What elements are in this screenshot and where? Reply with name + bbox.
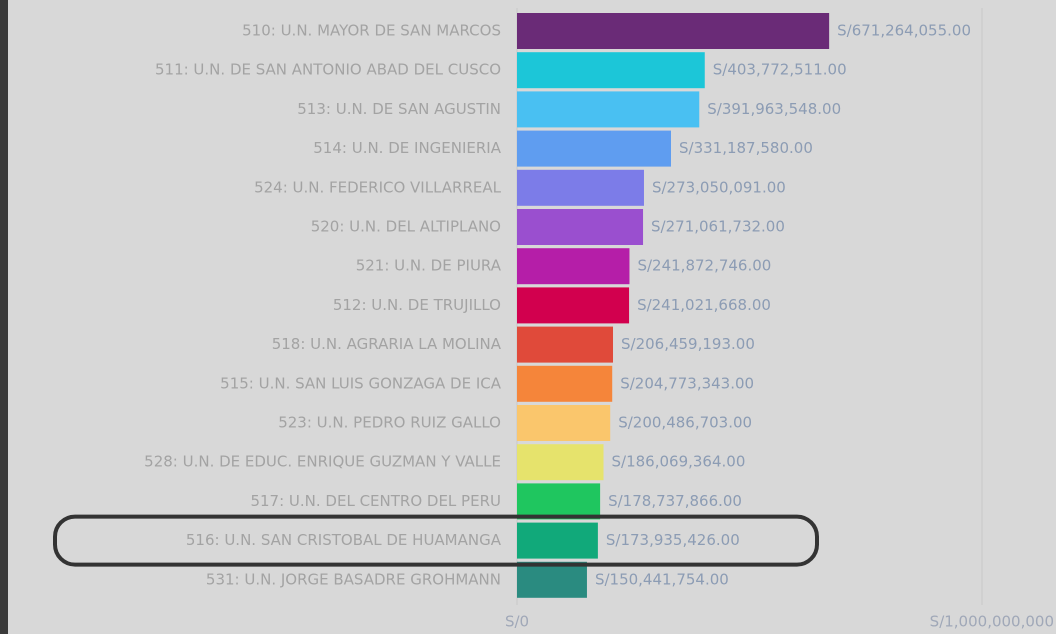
bar xyxy=(517,13,830,49)
bar xyxy=(517,405,611,441)
bar xyxy=(517,483,601,520)
bar xyxy=(517,52,705,89)
category-label: 524: U.N. FEDERICO VILLARREAL xyxy=(254,178,502,196)
bar xyxy=(517,130,672,167)
highlight-outline xyxy=(53,514,819,567)
category-label: 514: U.N. DE INGENIERIA xyxy=(313,139,501,157)
category-label: 523: U.N. PEDRO RUIZ GALLO xyxy=(278,414,501,432)
category-label: 520: U.N. DEL ALTIPLANO xyxy=(311,218,501,236)
bar xyxy=(517,169,644,206)
left-border xyxy=(0,0,8,634)
category-label: 515: U.N. SAN LUIS GONZAGA DE ICA xyxy=(220,374,502,392)
value-label: S/271,061,732.00 xyxy=(651,218,785,236)
value-label: S/331,187,580.00 xyxy=(679,139,813,157)
bar xyxy=(517,91,700,128)
value-label: S/200,486,703.00 xyxy=(618,414,752,432)
bar xyxy=(517,209,644,245)
category-label: 512: U.N. DE TRUJILLO xyxy=(333,296,501,314)
x-tick-label: S/0 xyxy=(505,613,529,631)
value-label: S/391,963,548.00 xyxy=(707,100,841,118)
value-label: S/671,264,055.00 xyxy=(837,22,971,40)
value-label: S/186,069,364.00 xyxy=(612,453,746,471)
value-label: S/273,050,091.00 xyxy=(652,178,786,196)
category-label: 510: U.N. MAYOR DE SAN MARCOS xyxy=(242,22,501,40)
bar xyxy=(517,365,613,402)
value-label: S/241,872,746.00 xyxy=(637,257,771,275)
value-label: S/150,441,754.00 xyxy=(595,570,729,588)
category-label: 511: U.N. DE SAN ANTONIO ABAD DEL CUSCO xyxy=(155,61,501,79)
value-label: S/173,935,426.00 xyxy=(606,531,740,549)
category-label: 528: U.N. DE EDUC. ENRIQUE GUZMAN Y VALL… xyxy=(144,453,501,471)
value-label: S/206,459,193.00 xyxy=(621,335,755,353)
category-label: 518: U.N. AGRARIA LA MOLINA xyxy=(272,335,502,353)
value-label: S/204,773,343.00 xyxy=(620,374,754,392)
value-label: S/241,021,668.00 xyxy=(637,296,771,314)
bar xyxy=(517,326,614,363)
bar xyxy=(517,248,630,285)
x-tick-label: S/1,000,000,000 xyxy=(930,613,1054,631)
value-label: S/178,737,866.00 xyxy=(608,492,742,510)
bar xyxy=(517,522,598,559)
category-label: 531: U.N. JORGE BASADRE GROHMANN xyxy=(206,570,501,588)
category-label: 521: U.N. DE PIURA xyxy=(356,257,502,275)
category-label: 517: U.N. DEL CENTRO DEL PERU xyxy=(250,492,501,510)
bar xyxy=(517,561,587,598)
bar xyxy=(517,287,630,324)
bar xyxy=(517,444,604,481)
category-label: 513: U.N. DE SAN AGUSTIN xyxy=(297,100,501,118)
value-label: S/403,772,511.00 xyxy=(713,61,847,79)
category-label: 516: U.N. SAN CRISTOBAL DE HUAMANGA xyxy=(186,531,502,549)
